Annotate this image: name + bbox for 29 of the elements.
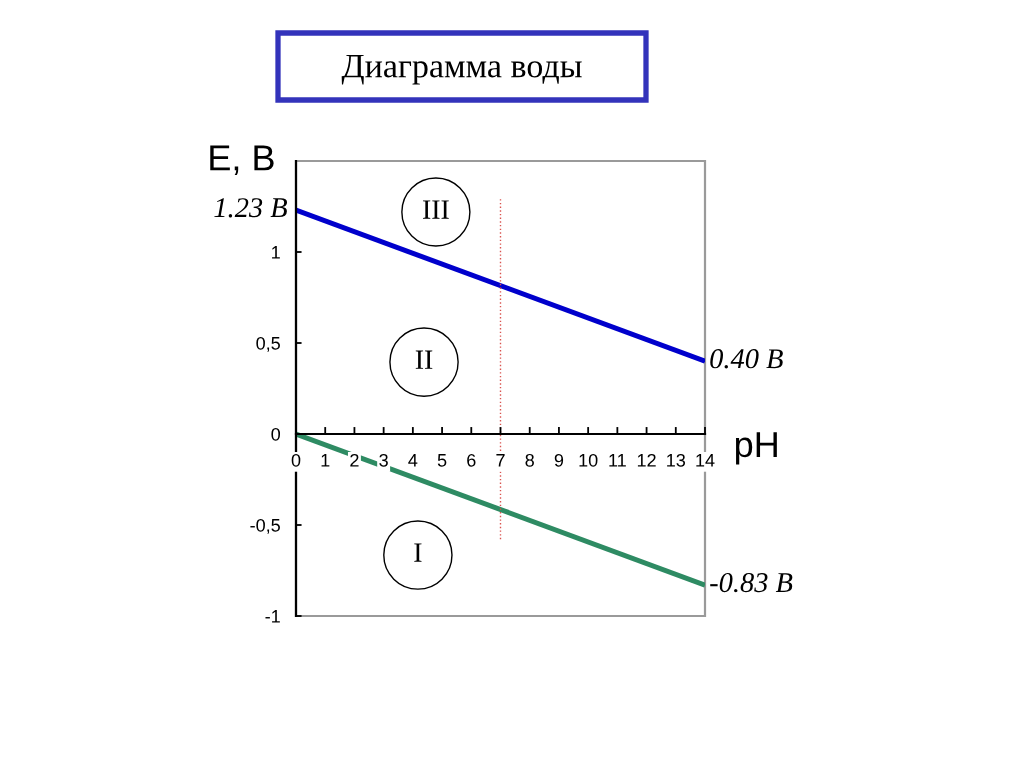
y-tick-label: 0 [271,427,281,441]
x-tick-label: 4 [408,454,418,467]
x-tick-label: 3 [379,453,388,467]
y-tick-label: -1 [265,610,280,623]
x-tick-label: 12 [637,453,656,467]
x-tick-label: 7 [496,454,505,467]
x-axis-title: pH [735,432,777,465]
x-tick-label: 1 [321,454,330,467]
x-tick-label: 5 [437,454,447,467]
chart-title: Диаграмма воды [341,54,582,85]
x-tick-label: 6 [467,453,476,467]
x-tick-label: 11 [609,454,626,467]
x-tick-label: 8 [525,453,534,467]
x-tick-label: 9 [554,453,564,467]
y-tick-label: 0,5 [256,336,280,352]
data-label: 1.23 В [214,198,288,218]
x-tick-label: 14 [696,454,715,467]
x-tick-label: 0 [291,453,301,467]
x-tick-label: 2 [350,453,359,467]
x-tick-label: 13 [667,453,686,467]
annotation: I [414,543,422,562]
annotation: II [415,350,433,369]
y-tick-label: 1 [272,246,280,259]
y-axis-title: E, В [210,145,274,175]
annotation: III [423,200,449,219]
x-tick-label: 10 [579,453,598,467]
y-tick-label: -0,5 [250,518,280,534]
data-label: 0.40 В [710,349,783,369]
data-label: -0.83 В [710,572,793,593]
